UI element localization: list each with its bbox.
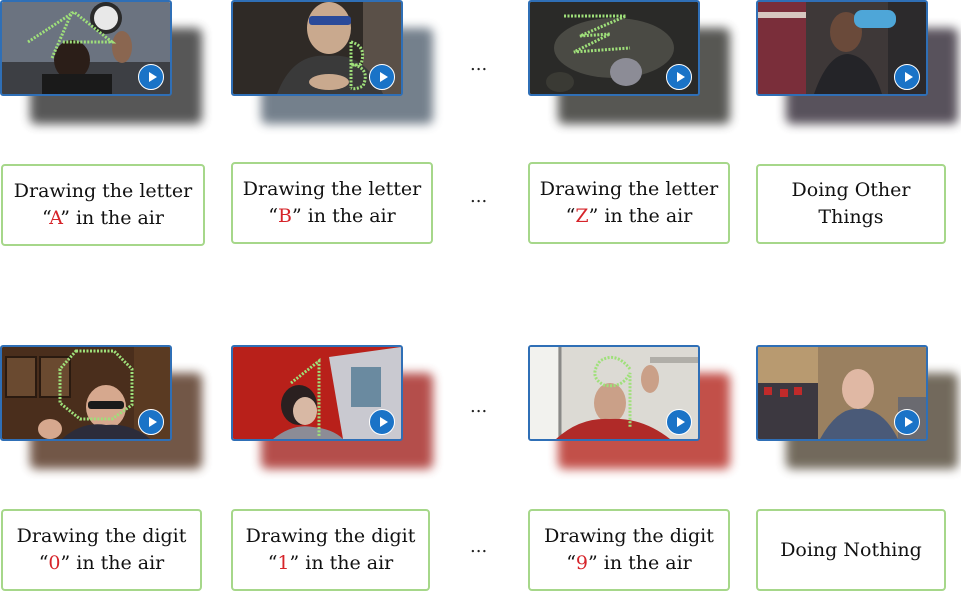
label-symbol: Z bbox=[575, 205, 589, 227]
video-thumbnail-digit-1[interactable] bbox=[231, 345, 433, 469]
open-quote: “ bbox=[42, 207, 50, 229]
label-symbol: B bbox=[278, 205, 292, 227]
label-prefix: Drawing the letter bbox=[13, 180, 193, 202]
video-thumbnail-digit-0[interactable] bbox=[0, 345, 202, 469]
play-icon[interactable] bbox=[138, 64, 164, 90]
video-thumbnail-digit-9[interactable] bbox=[528, 345, 730, 469]
label-suffix: ” in the air bbox=[60, 552, 165, 574]
label-letter-a: Drawing the letter “A” in the air bbox=[1, 164, 205, 246]
label-suffix: ” in the air bbox=[60, 207, 164, 229]
label-line-1: Doing Other bbox=[791, 179, 911, 201]
play-icon[interactable] bbox=[369, 409, 395, 435]
play-icon[interactable] bbox=[369, 64, 395, 90]
label-digit-1: Drawing the digit “1” in the air bbox=[231, 509, 430, 591]
play-icon[interactable] bbox=[666, 64, 692, 90]
open-quote: “ bbox=[566, 552, 576, 574]
label-prefix: Drawing the digit bbox=[245, 525, 416, 547]
label-suffix: ” in the air bbox=[291, 205, 396, 227]
ellipsis-row-1-thumbnails: ... bbox=[470, 54, 488, 75]
label-line-1: Doing Nothing bbox=[780, 538, 922, 561]
label-prefix: Drawing the digit bbox=[544, 525, 714, 547]
video-thumbnail-doing-other-things[interactable] bbox=[756, 0, 958, 124]
label-symbol: A bbox=[49, 207, 61, 229]
label-suffix: ” in the air bbox=[289, 552, 394, 574]
label-digit-9: Drawing the digit “9” in the air bbox=[528, 509, 730, 591]
label-prefix: Drawing the letter bbox=[242, 178, 422, 200]
ellipsis-row-2-thumbnails: ... bbox=[470, 396, 488, 417]
video-thumbnail-letter-b[interactable] bbox=[231, 0, 433, 124]
label-digit-0: Drawing the digit “0” in the air bbox=[1, 509, 202, 591]
label-letter-z: Drawing the letter “Z” in the air bbox=[528, 162, 730, 244]
video-thumbnail-letter-a[interactable] bbox=[0, 0, 202, 124]
label-prefix: Drawing the letter bbox=[539, 178, 719, 200]
label-doing-nothing: Doing Nothing bbox=[756, 509, 946, 591]
label-symbol: 1 bbox=[277, 552, 290, 574]
label-doing-other-things: Doing Other Things bbox=[756, 164, 946, 244]
play-icon[interactable] bbox=[138, 409, 164, 435]
label-symbol: 9 bbox=[575, 552, 589, 574]
label-suffix: ” in the air bbox=[588, 552, 692, 574]
video-thumbnail-letter-z[interactable] bbox=[528, 0, 730, 124]
open-quote: “ bbox=[38, 552, 49, 574]
label-symbol: 0 bbox=[48, 552, 61, 574]
play-icon[interactable] bbox=[894, 409, 920, 435]
label-line-2: Things bbox=[818, 206, 884, 228]
video-thumbnail-doing-nothing[interactable] bbox=[756, 345, 958, 469]
open-quote: “ bbox=[268, 205, 278, 227]
open-quote: “ bbox=[267, 552, 278, 574]
ellipsis-row-2-labels: ... bbox=[470, 536, 488, 557]
label-prefix: Drawing the digit bbox=[16, 525, 187, 547]
play-icon[interactable] bbox=[894, 64, 920, 90]
open-quote: “ bbox=[565, 205, 576, 227]
play-icon[interactable] bbox=[666, 409, 692, 435]
label-suffix: ” in the air bbox=[588, 205, 693, 227]
label-letter-b: Drawing the letter “B” in the air bbox=[231, 162, 433, 244]
ellipsis-row-1-labels: ... bbox=[470, 186, 488, 207]
